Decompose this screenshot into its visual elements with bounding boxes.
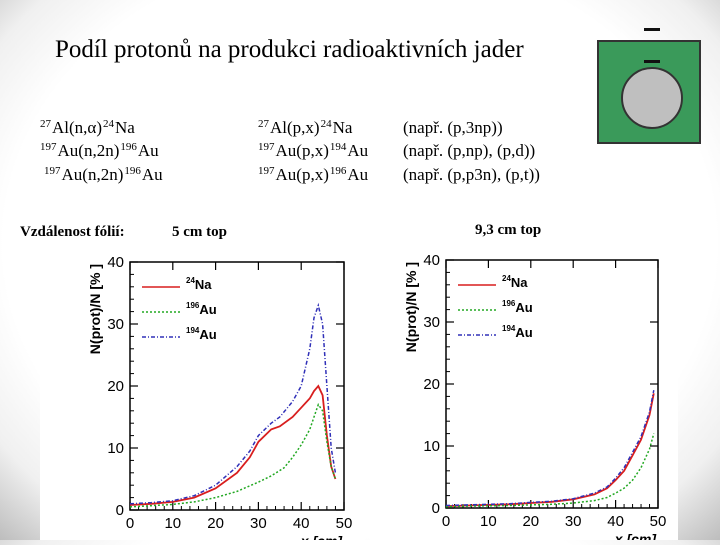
- x-axis-label: x [cm]: [300, 533, 344, 540]
- x-tick-label: 0: [126, 515, 134, 532]
- series-line-2: [445, 433, 655, 508]
- series-line-2: [129, 402, 337, 508]
- x-tick-label: 0: [442, 513, 450, 530]
- reaction-line: 197Au(n,2n)196Au: [44, 165, 163, 184]
- x-tick-label: 10: [164, 515, 181, 532]
- y-axis-label: N(prot)/N [% ]: [87, 264, 103, 354]
- x-tick-label: 20: [522, 513, 539, 530]
- target-icon: [597, 28, 701, 144]
- y-tick-label: 30: [107, 316, 124, 333]
- y-tick-label: 40: [107, 254, 124, 271]
- y-tick-label: 30: [423, 314, 440, 331]
- legend-label: 196Au: [186, 301, 217, 317]
- reaction-line: 27Al(n,α)24Na: [40, 118, 135, 137]
- series-line-1: [445, 393, 655, 507]
- reaction-line: 197Au(n,2n)196Au: [40, 141, 159, 160]
- x-axis-label: x [cm]: [614, 531, 658, 540]
- y-tick-label: 40: [423, 252, 440, 269]
- x-tick-label: 30: [250, 515, 267, 532]
- x-tick-label: 10: [480, 513, 497, 530]
- reaction-line: 197Au(p,x)194Au: [258, 141, 369, 160]
- x-tick-label: 50: [336, 515, 353, 532]
- series-line-3: [445, 390, 655, 507]
- x-tick-label: 50: [650, 513, 667, 530]
- y-tick-label: 20: [107, 378, 124, 395]
- chart-panel-right: 0 10 20 30 40 50 0 10 20 30 40 x [cm] N(prot)/N [% ]…: [370, 248, 678, 545]
- circle-icon: [621, 67, 683, 129]
- legend-label: 196Au: [502, 299, 533, 315]
- series-line-1: [129, 384, 337, 506]
- series-line-3: [129, 302, 337, 505]
- reaction-line: 27Al(p,x)24Na: [258, 118, 353, 137]
- legend-label: 24Na: [186, 276, 212, 292]
- y-axis-label: N(prot)/N [% ]: [403, 262, 419, 352]
- plot-frame: [445, 259, 659, 509]
- right-distance: 9,3 cm top: [475, 222, 542, 238]
- y-tick-label: 0: [432, 500, 440, 517]
- y-tick-label: 10: [107, 440, 124, 457]
- reaction-note: (např. (p,p3n), (p,t)): [403, 165, 540, 184]
- distance-label: Vzdálenost fólií:: [20, 224, 125, 240]
- y-tick-label: 0: [116, 502, 124, 519]
- left-distance: 5 cm top: [172, 224, 227, 240]
- dash-icon: [644, 60, 660, 63]
- legend-label: 194Au: [186, 326, 217, 342]
- reaction-line: 197Au(p,x)196Au: [258, 165, 369, 184]
- legend-label: 194Au: [502, 324, 533, 340]
- reaction-note: (např. (p,3np)): [403, 118, 503, 137]
- x-tick-label: 40: [293, 515, 310, 532]
- x-tick-label: 30: [565, 513, 582, 530]
- y-tick-label: 20: [423, 376, 440, 393]
- x-tick-label: 40: [607, 513, 624, 530]
- x-tick-label: 20: [207, 515, 224, 532]
- y-tick-label: 10: [423, 438, 440, 455]
- page-title: Podíl protonů na produkci radioaktivních…: [55, 36, 524, 63]
- legend-label: 24Na: [502, 274, 528, 290]
- reaction-note: (např. (p,np), (p,d)): [403, 141, 536, 160]
- dash-icon: [644, 28, 660, 31]
